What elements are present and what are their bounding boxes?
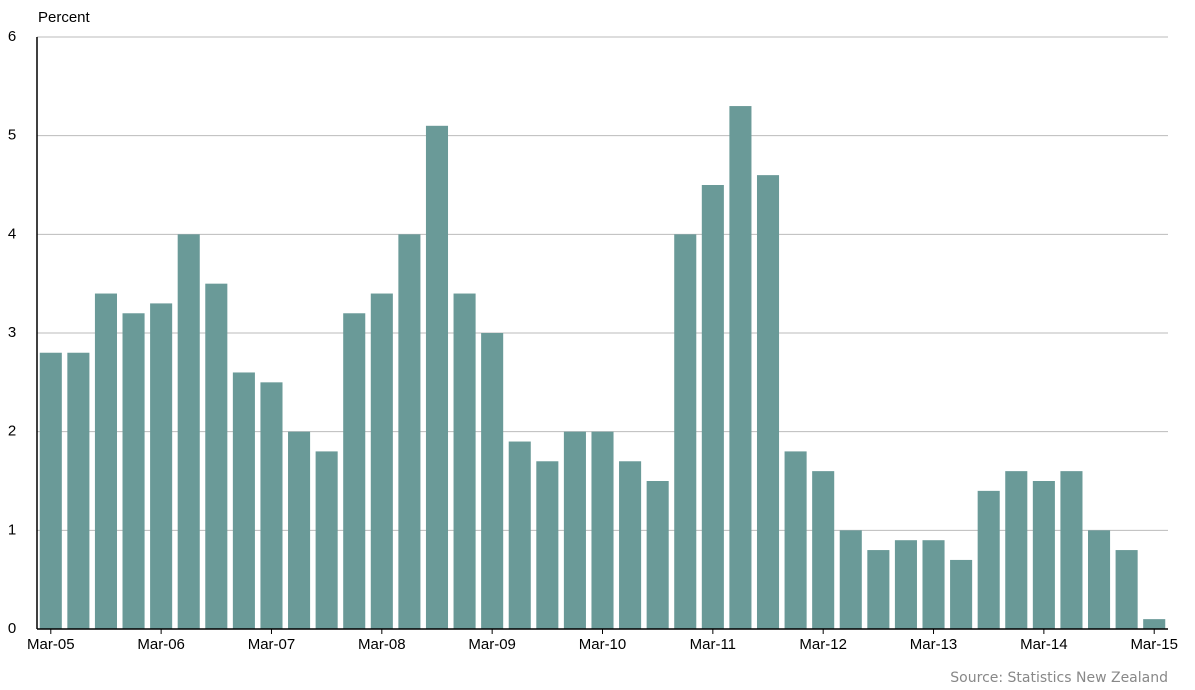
y-tick-label: 2: [8, 423, 16, 440]
bar: [1115, 550, 1138, 629]
bar: [398, 234, 421, 630]
source: Source: Statistics New Zealand: [950, 670, 1168, 686]
x-tick-label: Mar-13: [910, 636, 958, 653]
bar: [453, 293, 476, 629]
bar: [260, 382, 283, 629]
bar: [150, 303, 173, 629]
bar: [343, 313, 366, 629]
y-tick-label: 1: [8, 521, 16, 538]
y-axis-label: Percent: [38, 9, 91, 26]
bar: [977, 490, 1000, 629]
x-tick-label: Mar-15: [1130, 636, 1178, 653]
bar: [701, 185, 724, 629]
x-tick-label: Mar-12: [799, 636, 847, 653]
bar: [370, 293, 393, 629]
bar: [67, 352, 90, 629]
bar: [619, 461, 642, 629]
x-tick-label: Mar-11: [690, 636, 736, 653]
y-tick-label: 6: [8, 28, 16, 45]
bar: [729, 106, 752, 630]
bar: [922, 540, 945, 629]
bar: [784, 451, 807, 629]
x-tick-label: Mar-08: [358, 636, 406, 653]
bar: [232, 372, 255, 629]
bar: [756, 175, 780, 629]
y-tick-label: 5: [8, 127, 16, 144]
x-tick-label: Mar-14: [1020, 636, 1068, 653]
bar: [122, 313, 145, 629]
bar: [839, 530, 862, 629]
bar: [1088, 530, 1111, 629]
y-tick-label: 3: [8, 324, 16, 341]
bar: [315, 451, 338, 629]
bar: [205, 283, 228, 629]
x-tick-label: Mar-10: [579, 636, 627, 653]
bar: [1143, 619, 1166, 629]
y-tick-label: 4: [8, 225, 16, 242]
x-tick-label: Mar-06: [137, 636, 185, 653]
bar: [646, 481, 669, 629]
bar: [177, 234, 200, 630]
bar: [1032, 481, 1055, 629]
bar: [481, 333, 504, 629]
bar: [536, 461, 559, 629]
y-tick-label: 0: [8, 620, 16, 637]
bar: [591, 431, 614, 629]
bar: [894, 540, 917, 629]
x-tick-label: Mar-05: [27, 636, 75, 653]
bar: [288, 431, 311, 629]
bar: [94, 293, 117, 629]
bar: [674, 234, 697, 630]
bar: [39, 352, 62, 629]
bar: [425, 125, 449, 630]
bar: [812, 471, 835, 629]
x-tick-label: Mar-07: [248, 636, 296, 653]
bar: [1060, 471, 1083, 629]
bar: [1005, 471, 1028, 629]
bar: [563, 431, 586, 629]
bar: [950, 559, 973, 629]
bar: [508, 441, 531, 629]
bar: [867, 550, 890, 629]
x-tick-label: Mar-09: [468, 636, 516, 653]
